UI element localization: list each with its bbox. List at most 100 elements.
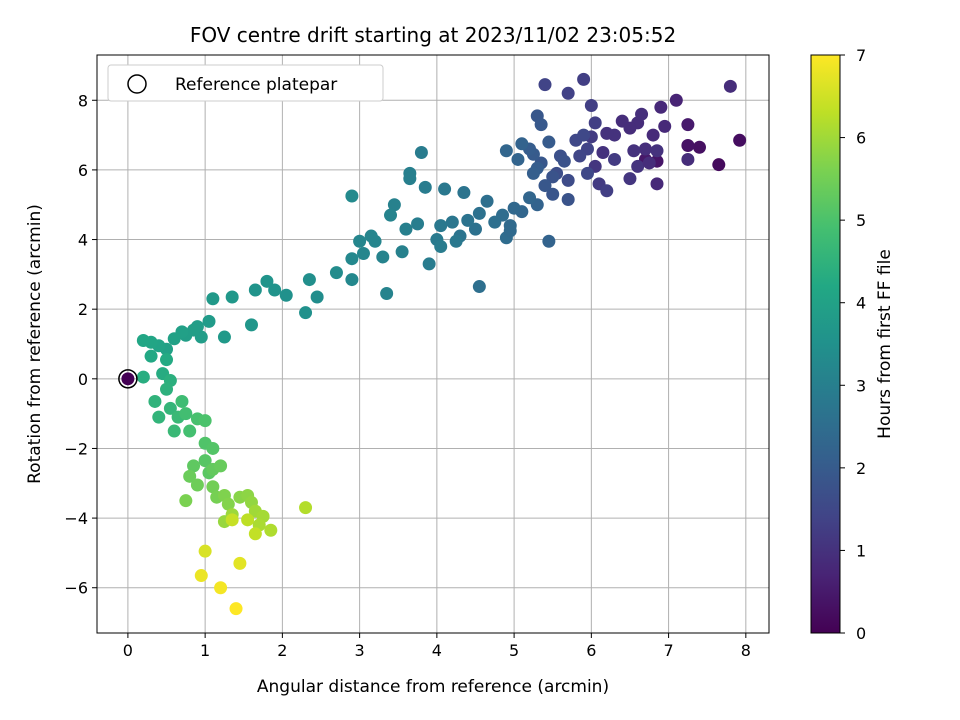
- data-point: [229, 602, 243, 616]
- data-point: [403, 172, 417, 186]
- data-point: [221, 497, 235, 511]
- data-point: [167, 424, 181, 438]
- colorbar-tick-label: 5: [856, 211, 866, 230]
- y-tick-label: 0: [78, 370, 88, 389]
- data-point: [681, 152, 695, 166]
- y-tick-label: 6: [78, 161, 88, 180]
- data-point: [248, 527, 262, 541]
- data-point: [658, 119, 672, 133]
- data-point: [136, 334, 150, 348]
- colorbar-tick-label: 0: [856, 624, 866, 643]
- x-axis-ticks: 0 1 2 3 4 5 6 7 8: [123, 633, 751, 660]
- data-point: [198, 544, 212, 558]
- data-point: [279, 288, 293, 302]
- data-point: [546, 170, 560, 184]
- data-point: [468, 222, 482, 236]
- data-point: [596, 145, 610, 159]
- data-point: [557, 154, 571, 168]
- colorbar-tick-label: 1: [856, 541, 866, 560]
- data-point: [183, 469, 197, 483]
- data-point: [534, 118, 548, 132]
- data-point: [225, 290, 239, 304]
- colorbar-ticks: 0 1 2 3 4 5 6 7: [840, 46, 866, 643]
- data-point: [681, 139, 695, 153]
- data-point: [515, 137, 529, 151]
- data-point: [202, 314, 216, 328]
- data-point: [160, 382, 174, 396]
- data-point: [179, 407, 193, 421]
- data-point: [395, 245, 409, 259]
- data-point: [160, 353, 174, 367]
- data-point: [538, 179, 552, 193]
- data-point: [546, 187, 560, 201]
- y-axis-label: Rotation from reference (arcmin): [25, 204, 45, 484]
- data-point: [646, 128, 660, 142]
- colorbar-gradient: [810, 54, 841, 634]
- data-point: [329, 266, 343, 280]
- data-point: [638, 142, 652, 156]
- data-point: [364, 229, 378, 243]
- data-point: [167, 332, 181, 346]
- data-point: [627, 144, 641, 158]
- x-tick-label: 8: [741, 641, 751, 660]
- data-point: [561, 86, 575, 100]
- data-point: [538, 78, 552, 92]
- data-point: [399, 222, 413, 236]
- y-tick-label: 8: [78, 91, 88, 110]
- data-point: [681, 118, 695, 132]
- data-point: [214, 581, 228, 595]
- data-point: [584, 98, 598, 112]
- data-point: [608, 152, 622, 166]
- data-point: [434, 240, 448, 254]
- data-point: [345, 189, 359, 203]
- data-point: [692, 140, 706, 154]
- data-point: [198, 414, 212, 428]
- data-point: [260, 274, 274, 288]
- data-point: [561, 193, 575, 206]
- data-point: [353, 234, 367, 248]
- data-point: [457, 186, 471, 200]
- data-point: [650, 144, 664, 158]
- data-point: [542, 135, 556, 149]
- data-point: [723, 79, 737, 93]
- data-point: [233, 556, 247, 570]
- x-tick-label: 4: [432, 641, 442, 660]
- data-point: [414, 145, 428, 159]
- data-point: [600, 126, 614, 140]
- data-point: [384, 208, 398, 222]
- data-point: [175, 394, 189, 408]
- reference-marker-group: [118, 369, 138, 389]
- colorbar-tick-label: 7: [856, 46, 866, 65]
- data-point: [198, 454, 212, 468]
- data-point: [580, 166, 594, 180]
- data-point: [345, 252, 359, 266]
- data-point: [461, 213, 475, 227]
- data-point: [299, 501, 313, 515]
- x-tick-label: 6: [586, 641, 596, 660]
- data-point: [183, 424, 197, 438]
- y-tick-label: −6: [64, 579, 88, 598]
- colorbar: 0 1 2 3 4 5 6 7 Hours from first FF file: [810, 46, 895, 643]
- y-tick-label: 4: [78, 231, 88, 250]
- data-point: [302, 273, 316, 287]
- data-point: [669, 93, 683, 107]
- data-point: [542, 234, 556, 248]
- legend-label: Reference platepar: [175, 75, 337, 95]
- data-point: [206, 292, 220, 306]
- data-point: [600, 184, 614, 198]
- data-point: [631, 159, 645, 173]
- data-point: [507, 201, 521, 215]
- data-point: [179, 494, 193, 508]
- y-tick-label: −4: [64, 509, 88, 528]
- data-point: [449, 234, 463, 248]
- data-point: [136, 370, 150, 384]
- data-point: [588, 116, 602, 130]
- plot-frame: [96, 54, 770, 634]
- data-point: [163, 401, 177, 415]
- data-point: [214, 459, 228, 473]
- colorbar-tick-label: 3: [856, 376, 866, 395]
- data-point: [573, 149, 587, 163]
- colorbar-tick-label: 6: [856, 129, 866, 148]
- x-tick-label: 1: [200, 641, 210, 660]
